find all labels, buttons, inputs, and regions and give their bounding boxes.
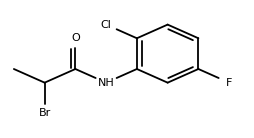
Text: NH: NH (98, 78, 115, 88)
Text: Br: Br (39, 108, 51, 118)
Text: O: O (71, 33, 80, 43)
Text: F: F (226, 78, 232, 88)
Text: Cl: Cl (101, 20, 112, 30)
